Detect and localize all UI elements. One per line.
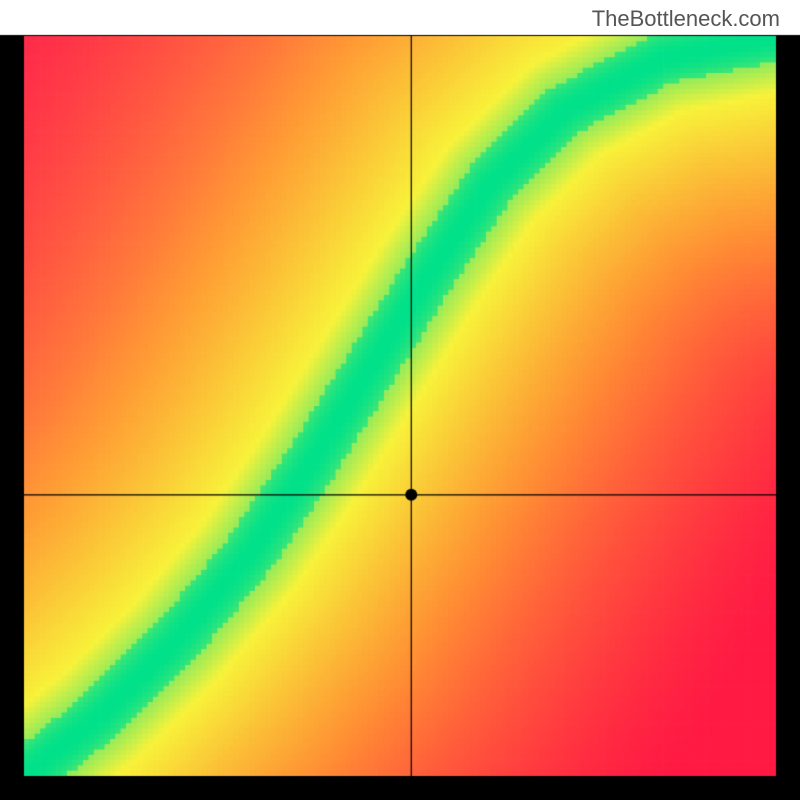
- watermark-text: TheBottleneck.com: [592, 6, 780, 32]
- bottleneck-heatmap: [0, 0, 800, 800]
